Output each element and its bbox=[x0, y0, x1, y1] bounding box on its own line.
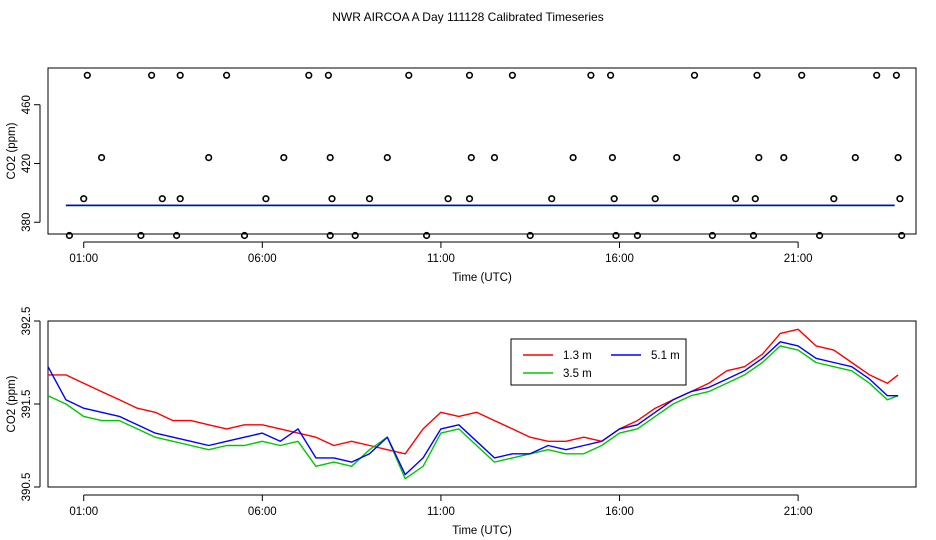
data-point bbox=[606, 71, 615, 79]
legend-label: 1.3 m bbox=[563, 350, 592, 362]
data-point bbox=[80, 195, 88, 203]
data-point bbox=[351, 231, 359, 240]
data-point bbox=[526, 231, 534, 240]
plot-frame bbox=[47, 320, 917, 488]
x-tick-label: 11:00 bbox=[427, 253, 455, 265]
data-point bbox=[894, 154, 902, 162]
data-point bbox=[608, 154, 617, 162]
y-tick-label: 392.5 bbox=[21, 307, 33, 336]
data-point bbox=[898, 231, 906, 240]
plot-frame bbox=[47, 67, 917, 235]
x-tick-label: 16:00 bbox=[605, 506, 634, 518]
legend-label: 3.5 m bbox=[563, 368, 592, 380]
co2-all-points-panel: 01:00 06:00 11:00 16:00 21:00 Time (UTC) 380 42… bbox=[6, 67, 917, 284]
data-point bbox=[326, 231, 334, 240]
y-tick-label: 380 bbox=[21, 213, 33, 232]
x-tick-label: 16:00 bbox=[605, 253, 634, 265]
y-tick-label: 390.5 bbox=[21, 473, 33, 502]
co2-timeseries-panel: 01:00 06:00 11:00 16:00 21:00 Time (UTC) 390.5… bbox=[6, 307, 917, 537]
x-axis-title: Time (UTC) bbox=[452, 272, 512, 284]
y-tick-label: 460 bbox=[21, 95, 33, 114]
legend: 1.3 m 3.5 m 5.1 m bbox=[510, 338, 687, 386]
data-point bbox=[892, 71, 901, 79]
data-point bbox=[896, 195, 904, 203]
page-title: NWR AIRCOA A Day 111128 Calibrated Times… bbox=[332, 10, 604, 24]
data-point bbox=[223, 71, 231, 79]
data-point bbox=[751, 195, 759, 203]
data-point bbox=[490, 154, 499, 162]
data-point bbox=[780, 154, 788, 162]
y-axis-title: CO2 (ppm) bbox=[6, 122, 18, 179]
y-axis-title: CO2 (ppm) bbox=[6, 375, 18, 432]
data-point bbox=[508, 71, 517, 79]
data-point bbox=[815, 231, 824, 240]
y-axis: 380 420 460 bbox=[21, 95, 41, 232]
x-tick-label: 01:00 bbox=[69, 506, 98, 518]
data-point bbox=[465, 195, 474, 203]
x-tick-label: 06:00 bbox=[248, 506, 277, 518]
series-line bbox=[48, 328, 899, 455]
data-point bbox=[569, 154, 577, 162]
data-point bbox=[465, 71, 474, 79]
data-point bbox=[851, 154, 859, 162]
data-point bbox=[280, 154, 288, 162]
data-point bbox=[383, 154, 391, 162]
data-point bbox=[830, 195, 838, 203]
legend-label: 5.1 m bbox=[651, 350, 680, 362]
data-point bbox=[305, 71, 313, 79]
x-axis: 01:00 06:00 11:00 16:00 21:00 bbox=[69, 494, 813, 518]
data-point bbox=[137, 231, 145, 240]
data-point bbox=[240, 231, 249, 240]
data-point bbox=[405, 71, 413, 79]
data-point bbox=[612, 231, 620, 240]
data-point bbox=[328, 195, 336, 203]
data-point bbox=[205, 154, 213, 162]
x-tick-label: 06:00 bbox=[248, 253, 277, 265]
series-line bbox=[47, 341, 899, 476]
y-tick-label: 391.5 bbox=[21, 390, 33, 419]
data-point bbox=[651, 195, 659, 203]
data-point bbox=[324, 71, 333, 79]
y-tick-label: 420 bbox=[21, 154, 33, 173]
data-point bbox=[65, 231, 73, 240]
data-point bbox=[176, 195, 184, 203]
x-tick-label: 01:00 bbox=[69, 253, 98, 265]
data-point bbox=[158, 195, 166, 203]
data-point bbox=[673, 154, 681, 162]
series-line bbox=[47, 345, 899, 480]
x-tick-label: 11:00 bbox=[427, 506, 455, 518]
data-point bbox=[731, 195, 740, 203]
x-tick-label: 21:00 bbox=[784, 253, 813, 265]
data-point bbox=[548, 195, 556, 203]
x-axis-title: Time (UTC) bbox=[452, 525, 512, 537]
data-point bbox=[365, 195, 374, 203]
data-point bbox=[176, 71, 184, 79]
x-axis: 01:00 06:00 11:00 16:00 21:00 bbox=[69, 241, 813, 265]
data-point bbox=[444, 195, 452, 203]
data-point bbox=[467, 154, 475, 162]
data-point bbox=[262, 195, 270, 203]
data-point bbox=[708, 231, 717, 240]
data-point bbox=[97, 154, 106, 162]
data-point bbox=[690, 71, 699, 79]
data-point bbox=[173, 231, 181, 240]
data-point bbox=[148, 71, 156, 79]
data-point bbox=[83, 71, 91, 79]
data-point bbox=[798, 71, 806, 79]
data-point bbox=[749, 231, 758, 240]
data-point bbox=[326, 154, 334, 162]
x-tick-label: 21:00 bbox=[784, 506, 813, 518]
data-point bbox=[753, 71, 761, 79]
data-point bbox=[755, 154, 763, 162]
data-point bbox=[873, 71, 881, 79]
data-point bbox=[423, 231, 431, 240]
legend-box bbox=[510, 338, 687, 386]
y-axis: 390.5 391.5 392.5 bbox=[21, 307, 41, 502]
data-point bbox=[587, 71, 595, 79]
data-point bbox=[633, 231, 642, 240]
data-point bbox=[610, 195, 618, 203]
